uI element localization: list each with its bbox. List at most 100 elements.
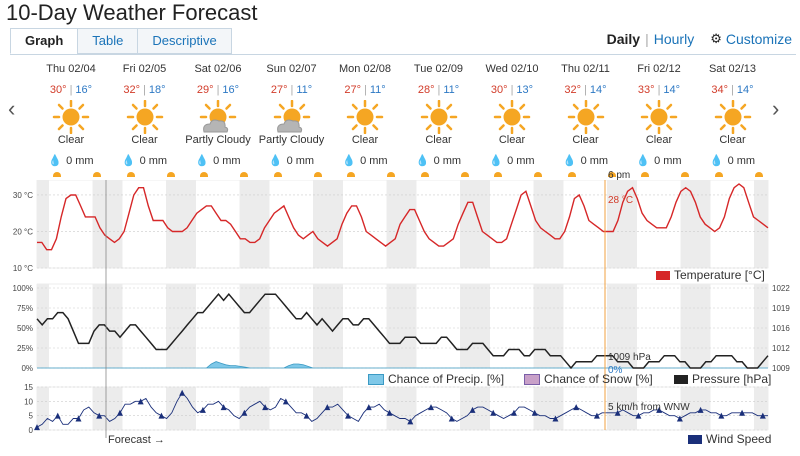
- day-precip: 💧 0 mm: [329, 154, 401, 167]
- sunset-icon: [240, 172, 248, 177]
- night-band: [239, 284, 270, 368]
- hourly-toggle[interactable]: Hourly: [653, 31, 695, 47]
- tab-table[interactable]: Table: [77, 28, 139, 54]
- wind-direction-marker: [531, 409, 538, 416]
- gear-icon[interactable]: ⚙: [710, 31, 722, 46]
- wind-direction-marker: [241, 409, 248, 416]
- wind-direction-marker: [676, 415, 683, 422]
- wind-direction-marker: [137, 398, 144, 405]
- sunrise-icon: [126, 172, 135, 177]
- temp-separator: |: [437, 84, 441, 96]
- snow-swatch: [524, 373, 540, 385]
- temperature-tick-label: 10 °C: [13, 264, 33, 273]
- sunrise-icon: [420, 172, 429, 177]
- daily-toggle[interactable]: Daily: [606, 31, 641, 47]
- day-column[interactable]: Sat 02/13 34° | 14° Clear 💧 0 mm: [697, 62, 769, 180]
- day-date: Wed 02/10: [485, 63, 539, 75]
- day-high: 32°: [123, 84, 141, 96]
- day-column[interactable]: Thu 02/04 30° | 16° Clear 💧 0 mm: [35, 62, 107, 180]
- day-column[interactable]: Tue 02/09 28° | 11° Clear 💧 0 mm: [403, 62, 475, 180]
- wind-direction-marker: [75, 415, 82, 422]
- raindrop-icon: 💧: [489, 155, 504, 167]
- day-date: Sat 02/13: [708, 63, 757, 75]
- legend-temperature: Temperature [°C]: [656, 268, 765, 282]
- sunset-icon: [460, 172, 469, 177]
- day-column[interactable]: Mon 02/08 27° | 11° Clear 💧 0 mm: [329, 62, 401, 180]
- now-temperature-label: 28 °C: [608, 195, 634, 206]
- day-column[interactable]: Fri 02/12 33° | 14° Clear 💧 0 mm: [623, 62, 695, 180]
- now-pressure-label: 1009 hPa: [608, 352, 651, 363]
- day-date: Tue 02/09: [413, 63, 464, 75]
- day-condition: Clear: [131, 134, 158, 146]
- night-band: [680, 387, 711, 430]
- wind-direction-marker: [345, 412, 352, 419]
- sunset-icon: [387, 172, 395, 177]
- day-high: 28°: [417, 84, 435, 96]
- day-column[interactable]: Sun 02/07 27° | 11° Partly Cloudy 💧 0 mm: [256, 62, 328, 180]
- previous-arrow-icon[interactable]: ‹: [8, 96, 16, 121]
- legend-pressure-label: Pressure [hPa]: [692, 372, 772, 386]
- temp-separator: |: [143, 84, 146, 96]
- day-low: 11°: [296, 84, 313, 96]
- temperature-line: [37, 183, 769, 251]
- raindrop-icon: 💧: [342, 155, 357, 167]
- wind-direction-marker: [656, 406, 663, 413]
- day-high: 27°: [344, 84, 361, 96]
- night-band: [386, 284, 417, 368]
- night-band: [92, 180, 123, 268]
- legend-precip-label: Chance of Precip. [%]: [388, 372, 505, 386]
- night-band: [607, 180, 637, 268]
- raindrop-icon: 💧: [709, 155, 724, 167]
- sun-markers: [0, 172, 800, 182]
- sunset-icon: [534, 172, 542, 177]
- night-band: [313, 180, 343, 268]
- night-band: [37, 387, 49, 430]
- day-condition: Partly Cloudy: [258, 134, 325, 146]
- day-date: Sun 02/07: [266, 63, 317, 75]
- day-precip-amount: 0 mm: [66, 155, 94, 167]
- day-condition: Clear: [57, 134, 85, 146]
- wind-direction-marker: [262, 404, 269, 411]
- night-band: [754, 387, 768, 430]
- tab-graph[interactable]: Graph: [10, 28, 79, 54]
- day-high: 30°: [49, 84, 67, 96]
- legend-wind: Wind Speed: [688, 432, 771, 446]
- night-band: [680, 284, 711, 368]
- sunrise-icon: [641, 172, 649, 177]
- sunset-icon: [166, 172, 175, 177]
- precip-swatch: [368, 373, 384, 385]
- wind-direction-marker: [739, 409, 746, 416]
- day-precip-amount: 0 mm: [213, 155, 241, 167]
- wind-direction-marker: [282, 398, 289, 405]
- night-band: [754, 284, 768, 368]
- wind-direction-marker: [407, 418, 414, 425]
- day-column[interactable]: Fri 02/05 32° | 18° Clear 💧 0 mm: [109, 62, 181, 180]
- night-band: [680, 180, 711, 268]
- day-temperatures: 32° | 18°: [109, 84, 181, 98]
- wind-direction-marker: [386, 409, 393, 416]
- legend-wind-label: Wind Speed: [706, 432, 772, 446]
- wind-line: [36, 391, 768, 428]
- pressure-line: [36, 293, 769, 370]
- wind-direction-marker: [179, 389, 186, 396]
- temp-separator: |: [69, 84, 73, 96]
- day-column[interactable]: Wed 02/10 30° | 13° Clear 💧 0 mm: [476, 62, 548, 180]
- day-temperatures: 29° | 16°: [182, 84, 254, 98]
- wind-tick-label: 0: [29, 426, 34, 435]
- night-band: [460, 284, 490, 368]
- sunrise-icon: [494, 172, 502, 177]
- day-precip: 💧 0 mm: [623, 154, 695, 167]
- now-precip-label: 0%: [608, 365, 623, 376]
- temperature-tick-label: 20 °C: [13, 227, 33, 236]
- next-arrow-icon[interactable]: ›: [772, 96, 780, 121]
- tab-descriptive[interactable]: Descriptive: [137, 28, 232, 54]
- day-high: 33°: [637, 84, 655, 96]
- tab-divider: [10, 54, 796, 55]
- temp-separator: |: [216, 84, 220, 96]
- day-column[interactable]: Sat 02/06 29° | 16° Partly Cloudy 💧 0 mm: [182, 62, 254, 180]
- raindrop-icon: 💧: [48, 155, 63, 167]
- pressure-swatch: [674, 374, 688, 384]
- customize-link[interactable]: Customize: [725, 31, 792, 47]
- day-precip: 💧 0 mm: [476, 154, 548, 167]
- day-column[interactable]: Thu 02/11 32° | 14° Clear 💧 0 mm: [550, 62, 622, 180]
